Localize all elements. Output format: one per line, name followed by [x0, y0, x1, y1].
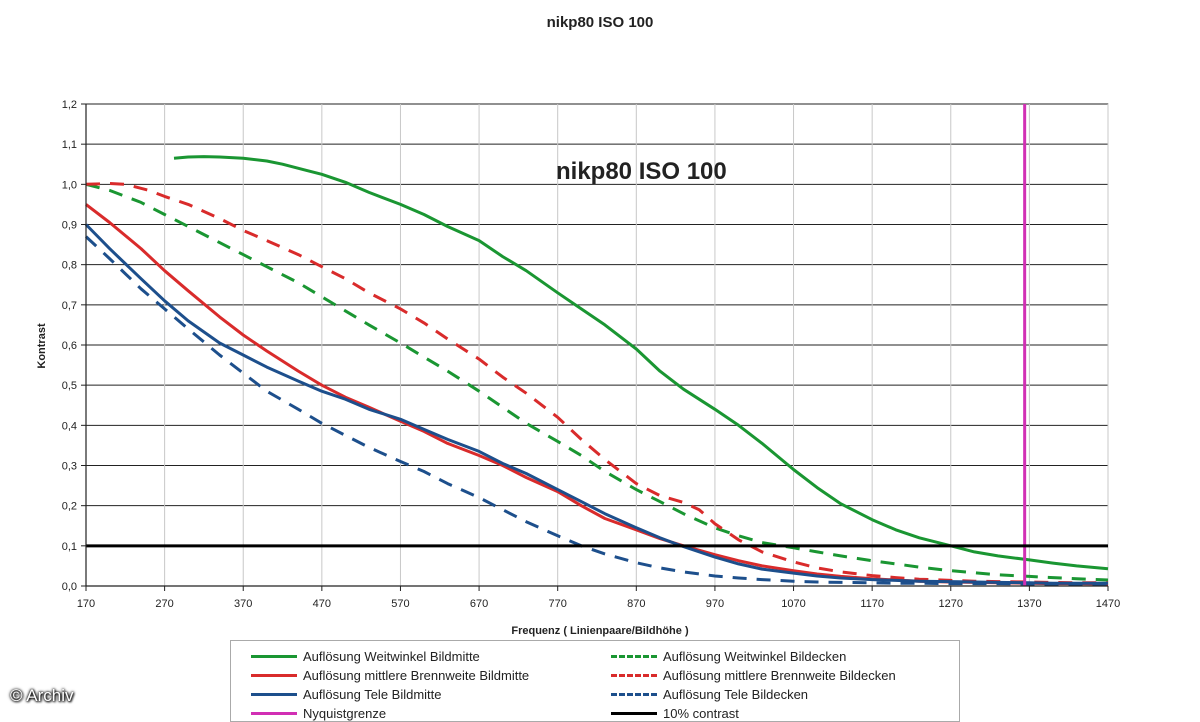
legend-swatch — [251, 692, 297, 696]
y-tick-label: 0,6 — [62, 340, 77, 352]
y-tick-label: 0,0 — [62, 581, 77, 593]
y-tick-label: 0,4 — [62, 420, 77, 432]
legend-item: Auflösung Weitwinkel Bildecken — [611, 647, 846, 665]
x-tick-label: 1270 — [939, 598, 963, 610]
watermark: © Archiv — [10, 686, 74, 705]
series-line — [84, 235, 1108, 586]
legend-label: Auflösung Tele Bildecken — [663, 686, 809, 702]
y-tick-label: 1,1 — [62, 139, 77, 151]
x-tick-label: 470 — [313, 598, 331, 610]
legend-label: Nyquistgrenze — [303, 705, 387, 721]
legend-item: Auflösung Tele Bildmitte — [251, 685, 442, 703]
legend-swatch — [611, 654, 657, 658]
x-tick-label: 370 — [234, 598, 252, 610]
x-tick-label: 1370 — [1017, 598, 1041, 610]
x-tick-label: 570 — [391, 598, 409, 610]
y-tick-label: 1,0 — [62, 179, 77, 191]
legend-item: Auflösung mittlere Brennweite Bildmitte — [251, 666, 529, 684]
y-axis-title: Kontrast — [36, 323, 48, 369]
x-axis-title: Frequenz ( Linienpaare/Bildhöhe ) — [511, 625, 689, 637]
legend-item: Nyquistgrenze — [251, 704, 386, 722]
chart-inner-title: nikp80 ISO 100 — [556, 158, 727, 185]
x-tick-label: 870 — [627, 598, 645, 610]
legend-item: Auflösung Tele Bildecken — [611, 685, 808, 703]
y-tick-label: 0,5 — [62, 380, 77, 392]
chart-title: nikp80 ISO 100 — [546, 14, 654, 31]
series-line — [85, 182, 1108, 585]
y-tick-label: 0,2 — [62, 501, 77, 513]
series-line — [85, 182, 1109, 582]
y-tick-label: 0,3 — [62, 461, 77, 473]
x-tick-label: 1170 — [860, 598, 884, 610]
legend-swatch — [251, 654, 297, 658]
legend-label: Auflösung mittlere Brennweite Bildmitte — [303, 667, 530, 683]
legend-swatch — [611, 692, 657, 696]
legend-label: Auflösung Tele Bildmitte — [303, 686, 442, 702]
series-line — [173, 155, 1109, 571]
x-tick-label: 1070 — [781, 598, 805, 610]
legend-swatch — [251, 673, 297, 677]
legend-label: 10% contrast — [663, 705, 739, 721]
legend-label: Auflösung Weitwinkel Bildmitte — [303, 648, 480, 664]
x-tick-label: 270 — [155, 598, 173, 610]
x-tick-label: 770 — [549, 598, 567, 610]
legend-label: Auflösung Weitwinkel Bildecken — [663, 648, 847, 664]
legend-item: Auflösung mittlere Brennweite Bildecken — [611, 666, 896, 684]
y-tick-label: 1,2 — [62, 99, 77, 111]
x-tick-label: 970 — [706, 598, 724, 610]
legend-swatch — [611, 711, 657, 715]
y-tick-label: 0,9 — [62, 220, 77, 232]
y-tick-label: 0,1 — [62, 541, 77, 553]
legend-label: Auflösung mittlere Brennweite Bildecken — [663, 667, 896, 683]
legend-swatch — [251, 711, 297, 715]
x-tick-label: 670 — [470, 598, 488, 610]
x-tick-label: 170 — [77, 598, 95, 610]
legend-swatch — [611, 673, 657, 677]
y-tick-label: 0,7 — [62, 300, 77, 312]
chart-legend: Auflösung Weitwinkel Bildmitte Auflösung… — [230, 640, 960, 722]
y-tick-label: 0,8 — [62, 260, 77, 272]
legend-item: Auflösung Weitwinkel Bildmitte — [251, 647, 480, 665]
legend-item: 10% contrast — [611, 704, 739, 722]
x-tick-label: 1470 — [1096, 598, 1120, 610]
series-line — [84, 223, 1108, 585]
